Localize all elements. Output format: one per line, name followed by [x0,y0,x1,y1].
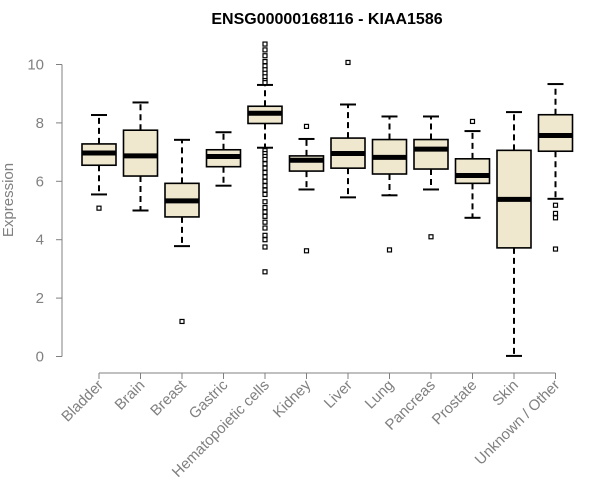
outlier-point [262,232,268,238]
outlier-point [262,191,268,198]
outlier-point [386,247,393,253]
outlier-point [262,178,268,184]
outlier-point [262,269,268,275]
outlier-point [262,47,268,53]
x-tick-label: Prostate [429,377,481,429]
outlier-point [262,204,268,211]
iqr-box [454,158,491,185]
box-kidney [288,123,325,254]
iqr-box [413,138,449,170]
box-lung [371,115,408,253]
outlier-point [303,123,310,130]
chart-title: ENSG00000168116 - KIAA1586 [211,11,442,28]
outlier-point [345,59,351,66]
box-unknown-other [537,83,574,252]
outlier-point [262,244,268,250]
outlier-point [262,58,268,65]
box-breast [164,138,200,325]
outlier-point [428,234,434,240]
box-hematopoietic-cells [247,41,283,275]
outlier-point [262,187,268,193]
outlier-point [552,215,559,221]
outlier-point [262,156,268,162]
y-tick-label: 2 [36,290,44,307]
x-tick-label: Lung [362,377,398,413]
outlier-point [262,174,268,180]
box-gastric [205,131,242,187]
outlier-point [262,209,268,215]
y-tick-label: 0 [36,349,44,366]
iqr-box [122,129,159,177]
outlier-point [179,318,185,325]
outlier-point [262,161,268,167]
outlier-point [303,248,310,254]
outlier-point [262,199,268,205]
outlier-point [262,219,268,225]
box-prostate [454,118,491,219]
outlier-point [262,225,268,231]
y-tick-label: 6 [36,173,44,190]
box-skin [496,111,532,357]
y-tick-label: 8 [36,115,44,132]
plot-area [81,41,574,357]
box-bladder [81,114,117,211]
box-liver [330,59,366,199]
outlier-point [96,205,102,211]
outlier-point [552,246,559,252]
box-pancreas [413,115,449,240]
x-tick-label: Breast [147,376,190,419]
outlier-point [262,213,268,219]
y-axis-title: Expression [0,163,17,237]
outlier-point [262,237,268,243]
x-tick-label: Skin [489,377,522,410]
y-tick-label: 10 [27,57,44,74]
outlier-point [262,183,268,189]
outlier-point [552,210,559,217]
x-tick-label: Kidney [270,376,315,421]
box-brain [122,101,159,212]
outlier-point [262,169,268,176]
outlier-point [262,80,268,86]
y-axis: 0 2 4 6 8 10 [27,57,63,366]
outlier-point [469,118,476,125]
outlier-point [262,53,268,59]
outlier-point [262,165,268,171]
outlier-point [262,41,268,47]
outlier-point [552,202,559,208]
x-tick-label: Liver [321,377,356,412]
y-tick-label: 4 [36,232,44,249]
x-tick-label: Bladder [58,377,107,426]
x-tick-label: Brain [112,377,149,414]
